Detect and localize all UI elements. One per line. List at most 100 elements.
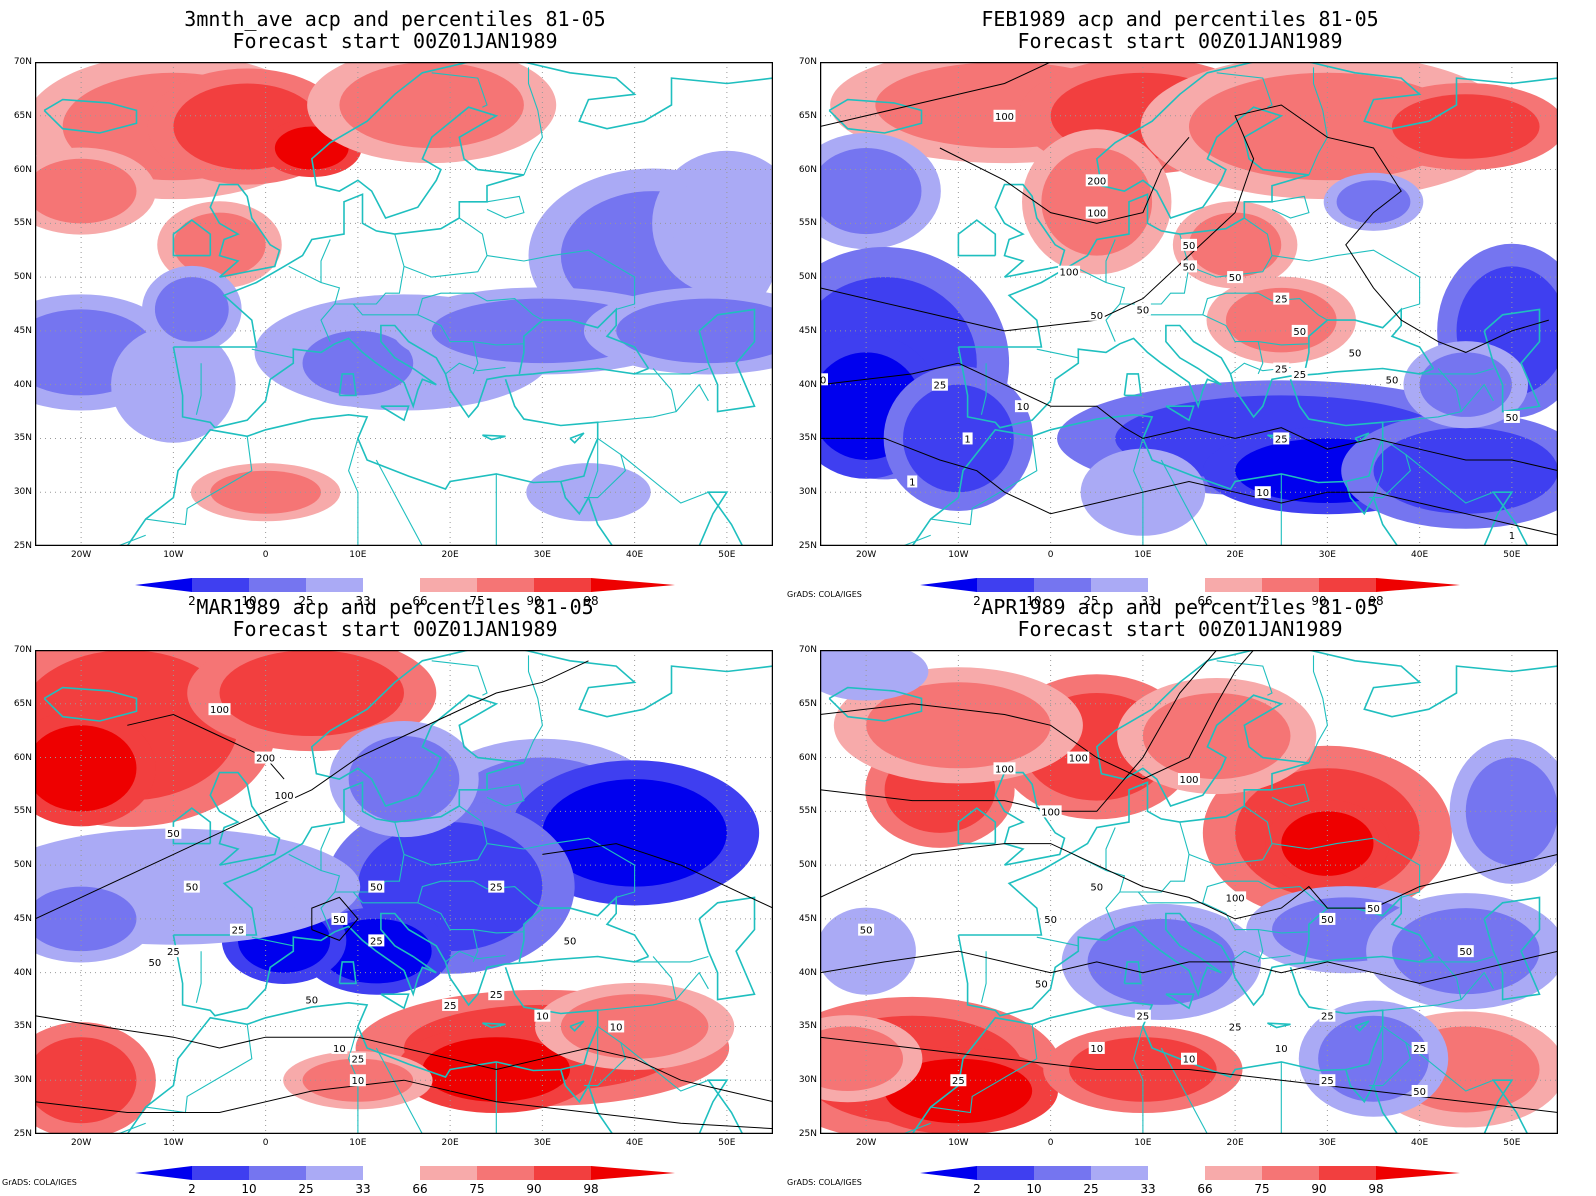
contour-label-bg xyxy=(331,1041,348,1054)
contour-label-bg xyxy=(488,988,505,1001)
lon-tick-label: 10E xyxy=(1134,1138,1152,1148)
colorbar-swatch xyxy=(534,578,591,592)
panel-title: MAR1989 acp and percentiles 81-05 xyxy=(196,595,594,619)
contour-label: 100 xyxy=(275,791,294,802)
colorbar-label: 33 xyxy=(1140,1182,1156,1196)
contour-label: 10 xyxy=(536,1012,549,1023)
contour-label: 10 xyxy=(1275,1044,1288,1055)
contour-label-bg xyxy=(1058,265,1081,278)
shading-core xyxy=(903,384,1014,493)
contour-label: 50 xyxy=(149,958,162,969)
colorbar-label: 25 xyxy=(1083,594,1099,608)
lon-tick-label: 10W xyxy=(163,1138,184,1148)
colorbar-swatch xyxy=(1148,1166,1205,1180)
contour-label-bg xyxy=(368,934,385,947)
lat-tick-label: 45N xyxy=(798,913,817,924)
lat-tick-label: 60N xyxy=(798,164,817,175)
shading-core xyxy=(302,330,414,396)
lon-tick-label: 30E xyxy=(533,1138,551,1148)
lat-tick-label: 45N xyxy=(13,913,32,924)
shading-core xyxy=(219,650,404,737)
colorbar-label: 10 xyxy=(1026,594,1042,608)
contour-label-bg xyxy=(1291,367,1308,380)
colorbar-swatch xyxy=(249,1166,306,1180)
contour-label: 50 xyxy=(1035,979,1048,990)
contour-label: 25 xyxy=(1275,365,1288,376)
lat-tick-label: 60N xyxy=(798,752,817,763)
shading-core xyxy=(542,470,635,514)
contour-label: 10 xyxy=(820,375,826,386)
contour-label-bg xyxy=(931,378,948,391)
contour-label-bg xyxy=(962,432,973,445)
contour-label-bg xyxy=(1224,891,1247,904)
contour-label-bg xyxy=(1014,400,1031,413)
panel-3mnth: 3mnth_ave acp and percentiles 81-05 Forec… xyxy=(0,0,790,608)
contour-label: 100 xyxy=(1179,775,1198,786)
lat-tick-label: 45N xyxy=(13,325,32,336)
colorbar-label: 75 xyxy=(469,1182,485,1196)
colorbar xyxy=(920,578,1460,592)
contour-label: 50 xyxy=(1413,1087,1426,1098)
colorbar-swatch xyxy=(1091,578,1148,592)
contour-label-bg xyxy=(303,993,320,1006)
colorbar-label: 98 xyxy=(1368,1182,1384,1196)
lat-tick-label: 35N xyxy=(13,433,32,444)
contour-label: 100 xyxy=(995,112,1014,123)
contour-label-bg xyxy=(1181,1052,1197,1065)
contour-label: 50 xyxy=(1044,915,1057,926)
lat-tick-label: 40N xyxy=(798,967,817,978)
contour-label-bg xyxy=(331,912,348,925)
lon-tick-label: 50E xyxy=(718,1138,736,1148)
lat-tick-label: 25N xyxy=(798,541,817,551)
contour-label-bg xyxy=(1134,1009,1151,1022)
colorbar-swatch xyxy=(1034,1166,1091,1180)
colorbar-swatch xyxy=(1034,578,1091,592)
contour-label-bg xyxy=(1085,174,1108,187)
lat-tick-label: 40N xyxy=(13,379,32,390)
colorbar-label: 75 xyxy=(469,594,485,608)
map-frame xyxy=(820,650,1558,1134)
shading-core xyxy=(1189,212,1282,278)
lat-tick-label: 30N xyxy=(798,1075,817,1086)
contour-label-bg xyxy=(183,880,200,893)
colorbar-swatch xyxy=(1091,1166,1148,1180)
grads-credit: GrADS: COLA/IGES xyxy=(2,1178,77,1187)
colorbar-label: 90 xyxy=(1311,1182,1327,1196)
contour-label-bg xyxy=(1503,410,1520,423)
colorbar-swatch xyxy=(1376,578,1460,592)
shading-core xyxy=(35,158,137,224)
contour-label: 25 xyxy=(490,883,503,894)
colorbar-label: 90 xyxy=(526,1182,542,1196)
contour-label: 25 xyxy=(352,1055,365,1066)
colorbar-swatch xyxy=(977,578,1034,592)
colorbar-swatch xyxy=(192,1166,249,1180)
lat-tick-label: 35N xyxy=(13,1021,32,1032)
map-frame xyxy=(35,62,773,546)
lon-tick-label: 10W xyxy=(163,550,184,560)
panel-subtitle: Forecast start 00Z01JAN1989 xyxy=(232,29,558,53)
shading-core xyxy=(35,725,137,812)
lat-tick-label: 60N xyxy=(13,164,32,175)
contour-label: 25 xyxy=(232,926,245,937)
lon-tick-label: 20E xyxy=(1226,550,1244,560)
contour-label-bg xyxy=(273,789,296,802)
colorbar-label: 33 xyxy=(355,1182,371,1196)
contour-label-bg xyxy=(993,109,1016,122)
contour-label: 25 xyxy=(167,947,180,958)
lat-tick-label: 50N xyxy=(798,272,817,283)
lon-tick-label: 20W xyxy=(855,1138,877,1148)
colorbar xyxy=(135,578,675,592)
contour-label: 25 xyxy=(1321,1076,1334,1087)
lat-tick-label: 30N xyxy=(798,487,817,498)
colorbar-swatch xyxy=(1205,578,1262,592)
lon-tick-label: 20E xyxy=(441,1138,459,1148)
contour-label-bg xyxy=(1273,432,1290,445)
contour-label: 200 xyxy=(1087,176,1106,187)
contour-label: 50 xyxy=(370,883,383,894)
lat-tick-label: 65N xyxy=(13,110,32,121)
map-area: 100 200 100 50 50 25 25 50 50 50 25 25 25 50 10 50 25 10 1… xyxy=(35,650,773,1134)
contour-label: 10 xyxy=(1017,402,1030,413)
panel-title: APR1989 acp and percentiles 81-05 xyxy=(981,595,1379,619)
colorbar-label: 10 xyxy=(241,1182,257,1196)
contour-label: 50 xyxy=(1367,904,1380,915)
